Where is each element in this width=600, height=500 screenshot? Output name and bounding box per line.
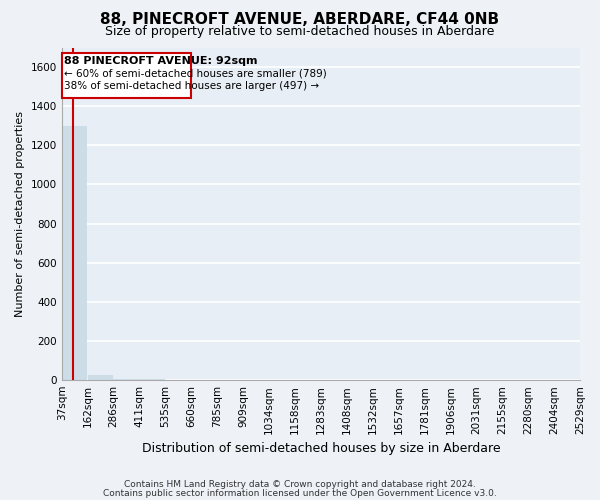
- Text: 88, PINECROFT AVENUE, ABERDARE, CF44 0NB: 88, PINECROFT AVENUE, ABERDARE, CF44 0NB: [100, 12, 500, 28]
- Text: Contains HM Land Registry data © Crown copyright and database right 2024.: Contains HM Land Registry data © Crown c…: [124, 480, 476, 489]
- Text: 38% of semi-detached houses are larger (497) →: 38% of semi-detached houses are larger (…: [64, 81, 319, 91]
- Text: 88 PINECROFT AVENUE: 92sqm: 88 PINECROFT AVENUE: 92sqm: [64, 56, 257, 66]
- FancyBboxPatch shape: [62, 54, 191, 98]
- Text: ← 60% of semi-detached houses are smaller (789): ← 60% of semi-detached houses are smalle…: [64, 69, 326, 79]
- Bar: [113, 379, 139, 380]
- Bar: [62, 126, 87, 380]
- Text: Contains public sector information licensed under the Open Government Licence v3: Contains public sector information licen…: [103, 488, 497, 498]
- Bar: [88, 375, 113, 380]
- Y-axis label: Number of semi-detached properties: Number of semi-detached properties: [15, 111, 25, 317]
- X-axis label: Distribution of semi-detached houses by size in Aberdare: Distribution of semi-detached houses by …: [142, 442, 500, 455]
- Text: Size of property relative to semi-detached houses in Aberdare: Size of property relative to semi-detach…: [106, 25, 494, 38]
